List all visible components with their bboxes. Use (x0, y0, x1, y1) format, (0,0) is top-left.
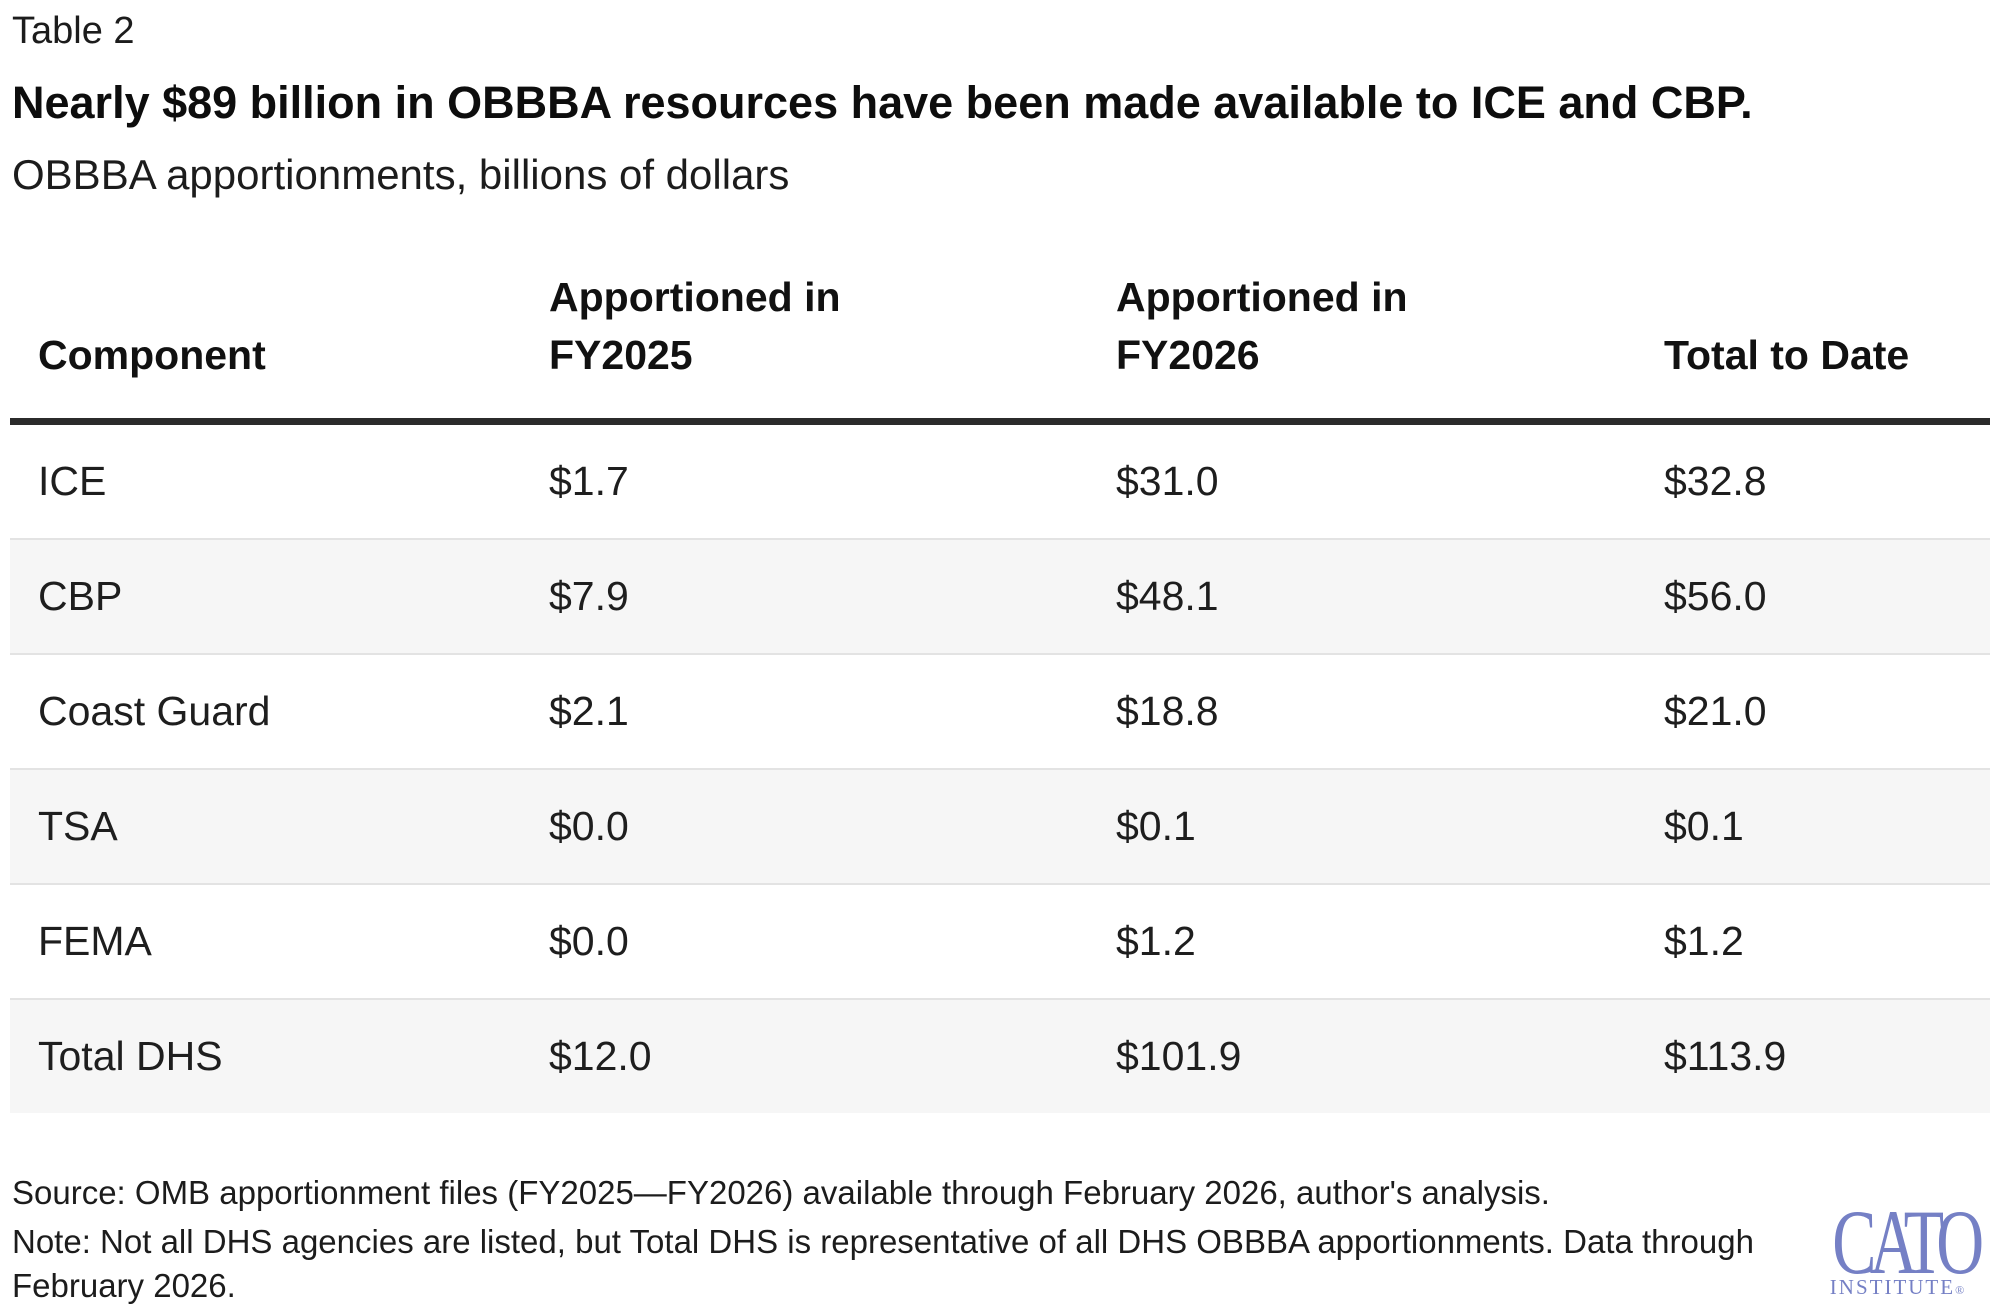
fy2026-cell: $31.0 (1116, 458, 1219, 504)
total-cell: $0.1 (1636, 768, 1990, 884)
table-number-label: Table 2 (12, 10, 135, 52)
component-cell: Coast Guard (10, 653, 521, 769)
component-cell: Total DHS (10, 998, 521, 1113)
table-row-tsa: TSA $0.0 $0.1 $0.1 (10, 768, 1990, 884)
col-header-component: Component (10, 230, 521, 425)
table-row-coast-guard: Coast Guard $2.1 $18.8 $21.0 (10, 653, 1990, 769)
fy2026-cell: $0.1 (1088, 768, 1636, 884)
logo-institute-text: INSTITUTE (1829, 1275, 1956, 1299)
fy2026-cell: $1.2 (1088, 883, 1636, 999)
header-line: FY2026 (1116, 332, 1260, 378)
header-line: Component (38, 332, 266, 378)
total-cell: $1.2 (1636, 883, 1990, 999)
component-cell: CBP (10, 538, 521, 654)
total-cell: $32.8 (1664, 458, 1767, 504)
component-cell: FEMA (10, 883, 521, 999)
data-note: Note: Not all DHS agencies are listed, b… (12, 1223, 1754, 1304)
header-line: Total to Date (1664, 332, 1910, 378)
header-line: Apportioned in (549, 274, 841, 320)
logo-wordmark: CATO (1832, 1191, 1984, 1293)
figure-title: Nearly $89 billion in OBBBA resources ha… (12, 77, 1753, 128)
fy2025-cell: $12.0 (521, 998, 1088, 1113)
component-cell: ICE (38, 458, 107, 504)
fy2025-cell: $1.7 (549, 458, 629, 504)
cato-institute-logo: CATO INSTITUTE® (1807, 1191, 1987, 1302)
col-header-total-to-date: Total to Date (1636, 230, 1990, 425)
total-cell: $113.9 (1636, 998, 1990, 1113)
logo-subtext: INSTITUTE® (1807, 1276, 1987, 1302)
total-cell: $21.0 (1636, 653, 1990, 769)
table-row-ice: ICE $1.7 $31.0 $32.8 (10, 422, 1990, 540)
fy2025-cell: $2.1 (521, 653, 1088, 769)
fy2026-cell: $48.1 (1088, 538, 1636, 654)
table-row-fema: FEMA $0.0 $1.2 $1.2 (10, 883, 1990, 999)
table-row-total-dhs: Total DHS $12.0 $101.9 $113.9 (10, 998, 1990, 1113)
fy2025-cell: $0.0 (521, 883, 1088, 999)
fy2026-cell: $18.8 (1088, 653, 1636, 769)
col-header-fy2026: Apportioned in FY2026 (1088, 230, 1636, 425)
table-header-row: Component Apportioned in FY2025 Apportio… (10, 230, 1990, 425)
apportionments-table: Component Apportioned in FY2025 Apportio… (10, 230, 1990, 1113)
header-line: Apportioned in (1116, 274, 1408, 320)
fy2026-cell: $101.9 (1088, 998, 1636, 1113)
figure-subtitle: OBBBA apportionments, billions of dollar… (12, 151, 790, 198)
table-row-cbp: CBP $7.9 $48.1 $56.0 (10, 538, 1990, 654)
figure-footer: Source: OMB apportionment files (FY2025—… (12, 1171, 1822, 1308)
fy2025-cell: $0.0 (521, 768, 1088, 884)
col-header-fy2025: Apportioned in FY2025 (521, 230, 1088, 425)
header-line: FY2025 (549, 332, 693, 378)
component-cell: TSA (10, 768, 521, 884)
source-note: Source: OMB apportionment files (FY2025—… (12, 1174, 1550, 1211)
fy2025-cell: $7.9 (521, 538, 1088, 654)
total-cell: $56.0 (1636, 538, 1990, 654)
registered-mark-icon: ® (1955, 1283, 1965, 1297)
